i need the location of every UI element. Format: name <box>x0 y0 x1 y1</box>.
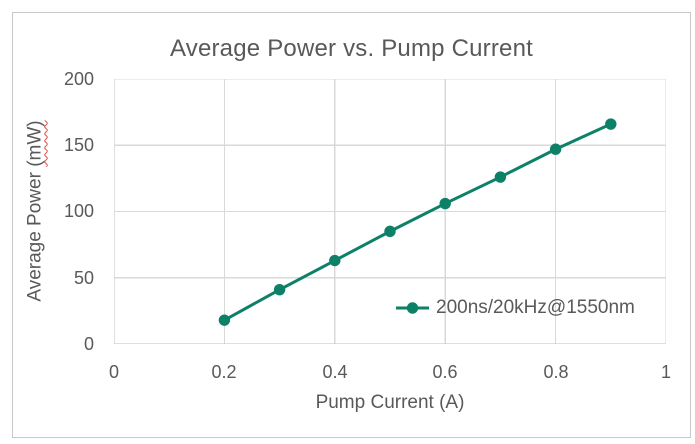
y-axis-tick-label-100: 100 <box>63 201 94 221</box>
data-point-marker <box>549 143 562 155</box>
legend-label: 200ns/20kHz@1550nm <box>436 297 635 318</box>
y-axis-tick-label-200: 200 <box>63 69 94 89</box>
data-point-marker <box>494 171 507 183</box>
y-axis-title-unit-spellcheck-underline: (mW) <box>24 120 46 167</box>
series-line <box>222 122 613 322</box>
data-point-marker <box>605 118 617 130</box>
plot-area <box>114 79 666 344</box>
y-axis-tick-label-150: 150 <box>63 135 94 155</box>
x-axis-tick-label-0.4: 0.4 <box>322 362 348 382</box>
x-axis-tick-label-1: 1 <box>660 362 671 382</box>
x-axis-title: Pump Current (A) <box>315 392 465 413</box>
y-axis-tick-label-50: 50 <box>73 268 94 288</box>
legend: 200ns/20kHz@1550nm <box>396 296 635 320</box>
data-point-marker <box>218 314 231 326</box>
legend-marker-icon <box>396 302 429 314</box>
data-point-marker <box>329 254 341 267</box>
data-point-marker <box>384 225 396 238</box>
plot-svg <box>114 79 666 344</box>
y-axis-title: Average Power (mW) <box>25 79 47 344</box>
y-axis-tick-label-0: 0 <box>83 334 94 354</box>
data-point-marker <box>439 197 451 210</box>
x-axis-tick-label-0.2: 0.2 <box>211 362 237 382</box>
chart-frame: Average Power vs. Pump Current 200 150 1… <box>12 12 691 438</box>
chart-title: Average Power vs. Pump Current <box>169 35 534 62</box>
x-axis-tick-label-0: 0 <box>108 362 119 382</box>
data-point-marker <box>273 283 286 296</box>
x-axis-tick-label-0.8: 0.8 <box>543 362 569 382</box>
y-axis-title-text: Average Power <box>24 166 46 302</box>
x-axis-tick-label-0.6: 0.6 <box>432 362 458 382</box>
